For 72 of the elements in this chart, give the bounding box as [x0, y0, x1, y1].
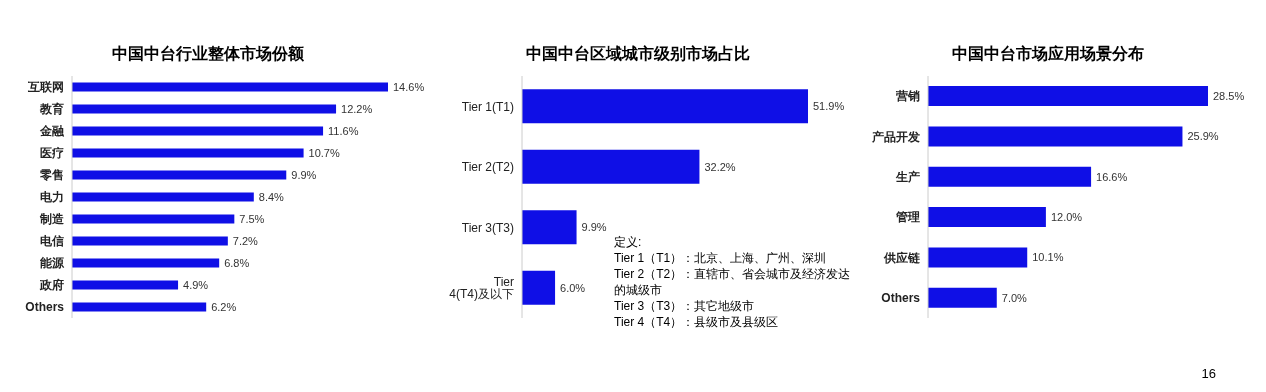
annotation: Tier 1（T1）：北京、上海、广州、深圳 — [614, 250, 828, 266]
y-tick-label: 互联网 — [27, 80, 64, 95]
chart-title: 中国中台区域城市级别市场占比 — [525, 44, 751, 64]
y-tick-label: 政府 — [39, 278, 64, 293]
bar — [72, 148, 304, 158]
data-label: 10.1% — [1032, 251, 1064, 264]
data-label: 7.0% — [1001, 291, 1028, 304]
y-tick-label: Others — [881, 291, 921, 306]
bar — [72, 170, 287, 180]
bar — [522, 149, 700, 184]
y-tick-label: 营销 — [895, 89, 920, 104]
bar — [522, 89, 808, 124]
data-label: 9.9% — [291, 169, 317, 182]
data-label: 7.2% — [232, 235, 259, 248]
data-label: 8.4% — [258, 191, 285, 204]
bar — [72, 192, 254, 202]
annotation: Tier 3（T3）：其它地级市 — [614, 298, 756, 314]
data-label: 12.2% — [341, 103, 373, 115]
y-tick-label: 金融 — [39, 124, 65, 139]
y-tick-label: 医疗 — [40, 146, 64, 161]
y-tick-label: 电信 — [40, 234, 64, 249]
data-label: 25.9% — [1187, 130, 1219, 143]
text: 16 — [1201, 366, 1216, 381]
bar — [72, 82, 388, 92]
data-label: 9.9% — [581, 221, 607, 234]
data-label: 6.2% — [211, 301, 237, 314]
bar — [928, 126, 1183, 147]
data-label: 16.6% — [1096, 170, 1128, 183]
data-label: 32.2% — [704, 160, 736, 173]
data-label: 51.9% — [813, 100, 845, 113]
y-tick-label: 产品开发 — [871, 129, 920, 144]
bar — [72, 126, 324, 136]
y-tick-label: 管理 — [895, 210, 920, 225]
y-tick-label: 能源 — [40, 256, 65, 271]
y-tick-label: 教育 — [39, 102, 64, 117]
annotation: Tier 2（T2）：直辖市、省会城市及经济发达的城级市 — [614, 266, 852, 298]
y-tick-label: 制造 — [39, 212, 65, 227]
bar — [72, 258, 220, 268]
bar — [928, 207, 1046, 228]
y-tick-label: Tier 2(T2) — [461, 160, 514, 175]
bar — [928, 86, 1208, 107]
y-tick-label: 零售 — [39, 168, 64, 183]
bar — [72, 214, 235, 224]
y-tick-label: 生产 — [895, 170, 920, 185]
data-label: 6.0% — [560, 281, 586, 294]
bar — [72, 236, 228, 246]
bar — [72, 280, 179, 290]
bar — [928, 166, 1092, 187]
data-label: 7.5% — [239, 213, 265, 226]
chart-title: 中国中台市场应用场景分布 — [951, 44, 1145, 64]
annotation: 定义: — [614, 234, 643, 250]
data-label: 4.9% — [183, 279, 209, 292]
data-label: 6.8% — [224, 257, 250, 270]
data-label: 12.0% — [1050, 210, 1083, 223]
y-tick-label: 供应链 — [883, 250, 921, 265]
data-label: 28.5% — [1213, 89, 1245, 102]
data-label: 10.7% — [308, 147, 340, 160]
y-tick-label: Others — [25, 300, 65, 315]
y-tick-label: 电力 — [40, 190, 64, 205]
y-tick-label: Tier 3(T3) — [461, 220, 514, 235]
bar — [72, 302, 207, 312]
y-tick-label: Tier 4(T4)及以下 — [449, 275, 514, 302]
data-label: 14.6% — [393, 81, 425, 94]
bar — [928, 247, 1028, 268]
y-tick-label: Tier 1(T1) — [461, 99, 514, 114]
bar — [72, 104, 337, 114]
bar — [522, 270, 556, 305]
annotation: Tier 4（T4）：县级市及县级区 — [614, 314, 780, 330]
data-label: 11.6% — [328, 125, 359, 138]
chart-title: 中国中台行业整体市场份额 — [111, 44, 305, 64]
bar — [522, 210, 577, 245]
bar — [928, 287, 997, 308]
